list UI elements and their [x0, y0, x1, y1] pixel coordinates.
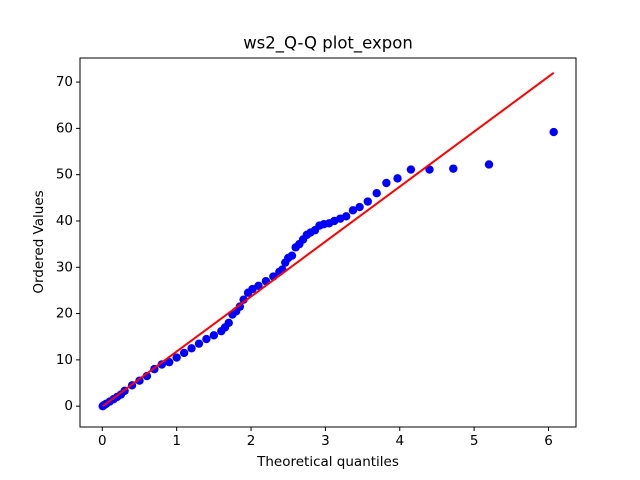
- data-point: [382, 178, 391, 188]
- x-tick-label: 4: [395, 433, 404, 449]
- fit-line: [102, 72, 555, 407]
- data-point: [224, 318, 233, 328]
- data-point: [342, 212, 351, 221]
- data-point: [157, 360, 166, 369]
- y-tick-label: 0: [64, 398, 73, 414]
- data-point: [348, 206, 358, 215]
- y-tick-label: 60: [56, 120, 73, 136]
- data-point: [449, 164, 458, 173]
- data-point: [179, 348, 189, 358]
- data-point: [209, 331, 219, 340]
- data-point: [393, 174, 402, 183]
- data-point: [172, 353, 181, 362]
- data-point: [425, 165, 434, 174]
- y-tick-label: 50: [56, 167, 73, 183]
- data-point: [165, 357, 174, 367]
- data-point: [287, 251, 297, 260]
- data-point: [194, 339, 204, 348]
- y-tick-label: 10: [56, 352, 73, 368]
- data-point: [235, 302, 245, 311]
- data-point: [406, 165, 416, 174]
- y-tick-label: 20: [56, 306, 73, 322]
- x-tick-label: 0: [98, 433, 107, 449]
- data-point: [372, 188, 381, 198]
- x-axis-label: Theoretical quantiles: [256, 454, 399, 470]
- y-tick-label: 40: [56, 213, 73, 229]
- data-point: [549, 127, 558, 137]
- data-point: [202, 334, 211, 344]
- x-tick-label: 3: [321, 433, 330, 449]
- x-tick-label: 5: [470, 433, 479, 449]
- y-tick-label: 70: [56, 74, 73, 90]
- data-point: [363, 197, 372, 206]
- data-point: [239, 295, 248, 304]
- data-point: [484, 160, 494, 169]
- y-tick-label: 30: [56, 259, 73, 275]
- data-point: [187, 344, 196, 353]
- chart-title: ws2_Q-Q plot_expon: [243, 34, 413, 54]
- x-tick-label: 6: [544, 433, 553, 449]
- data-point: [355, 202, 364, 212]
- x-tick-label: 2: [247, 433, 256, 449]
- y-axis-label: Ordered Values: [31, 190, 47, 293]
- data-point: [254, 281, 263, 290]
- x-tick-label: 1: [172, 433, 181, 449]
- plot-frame: [79, 57, 577, 428]
